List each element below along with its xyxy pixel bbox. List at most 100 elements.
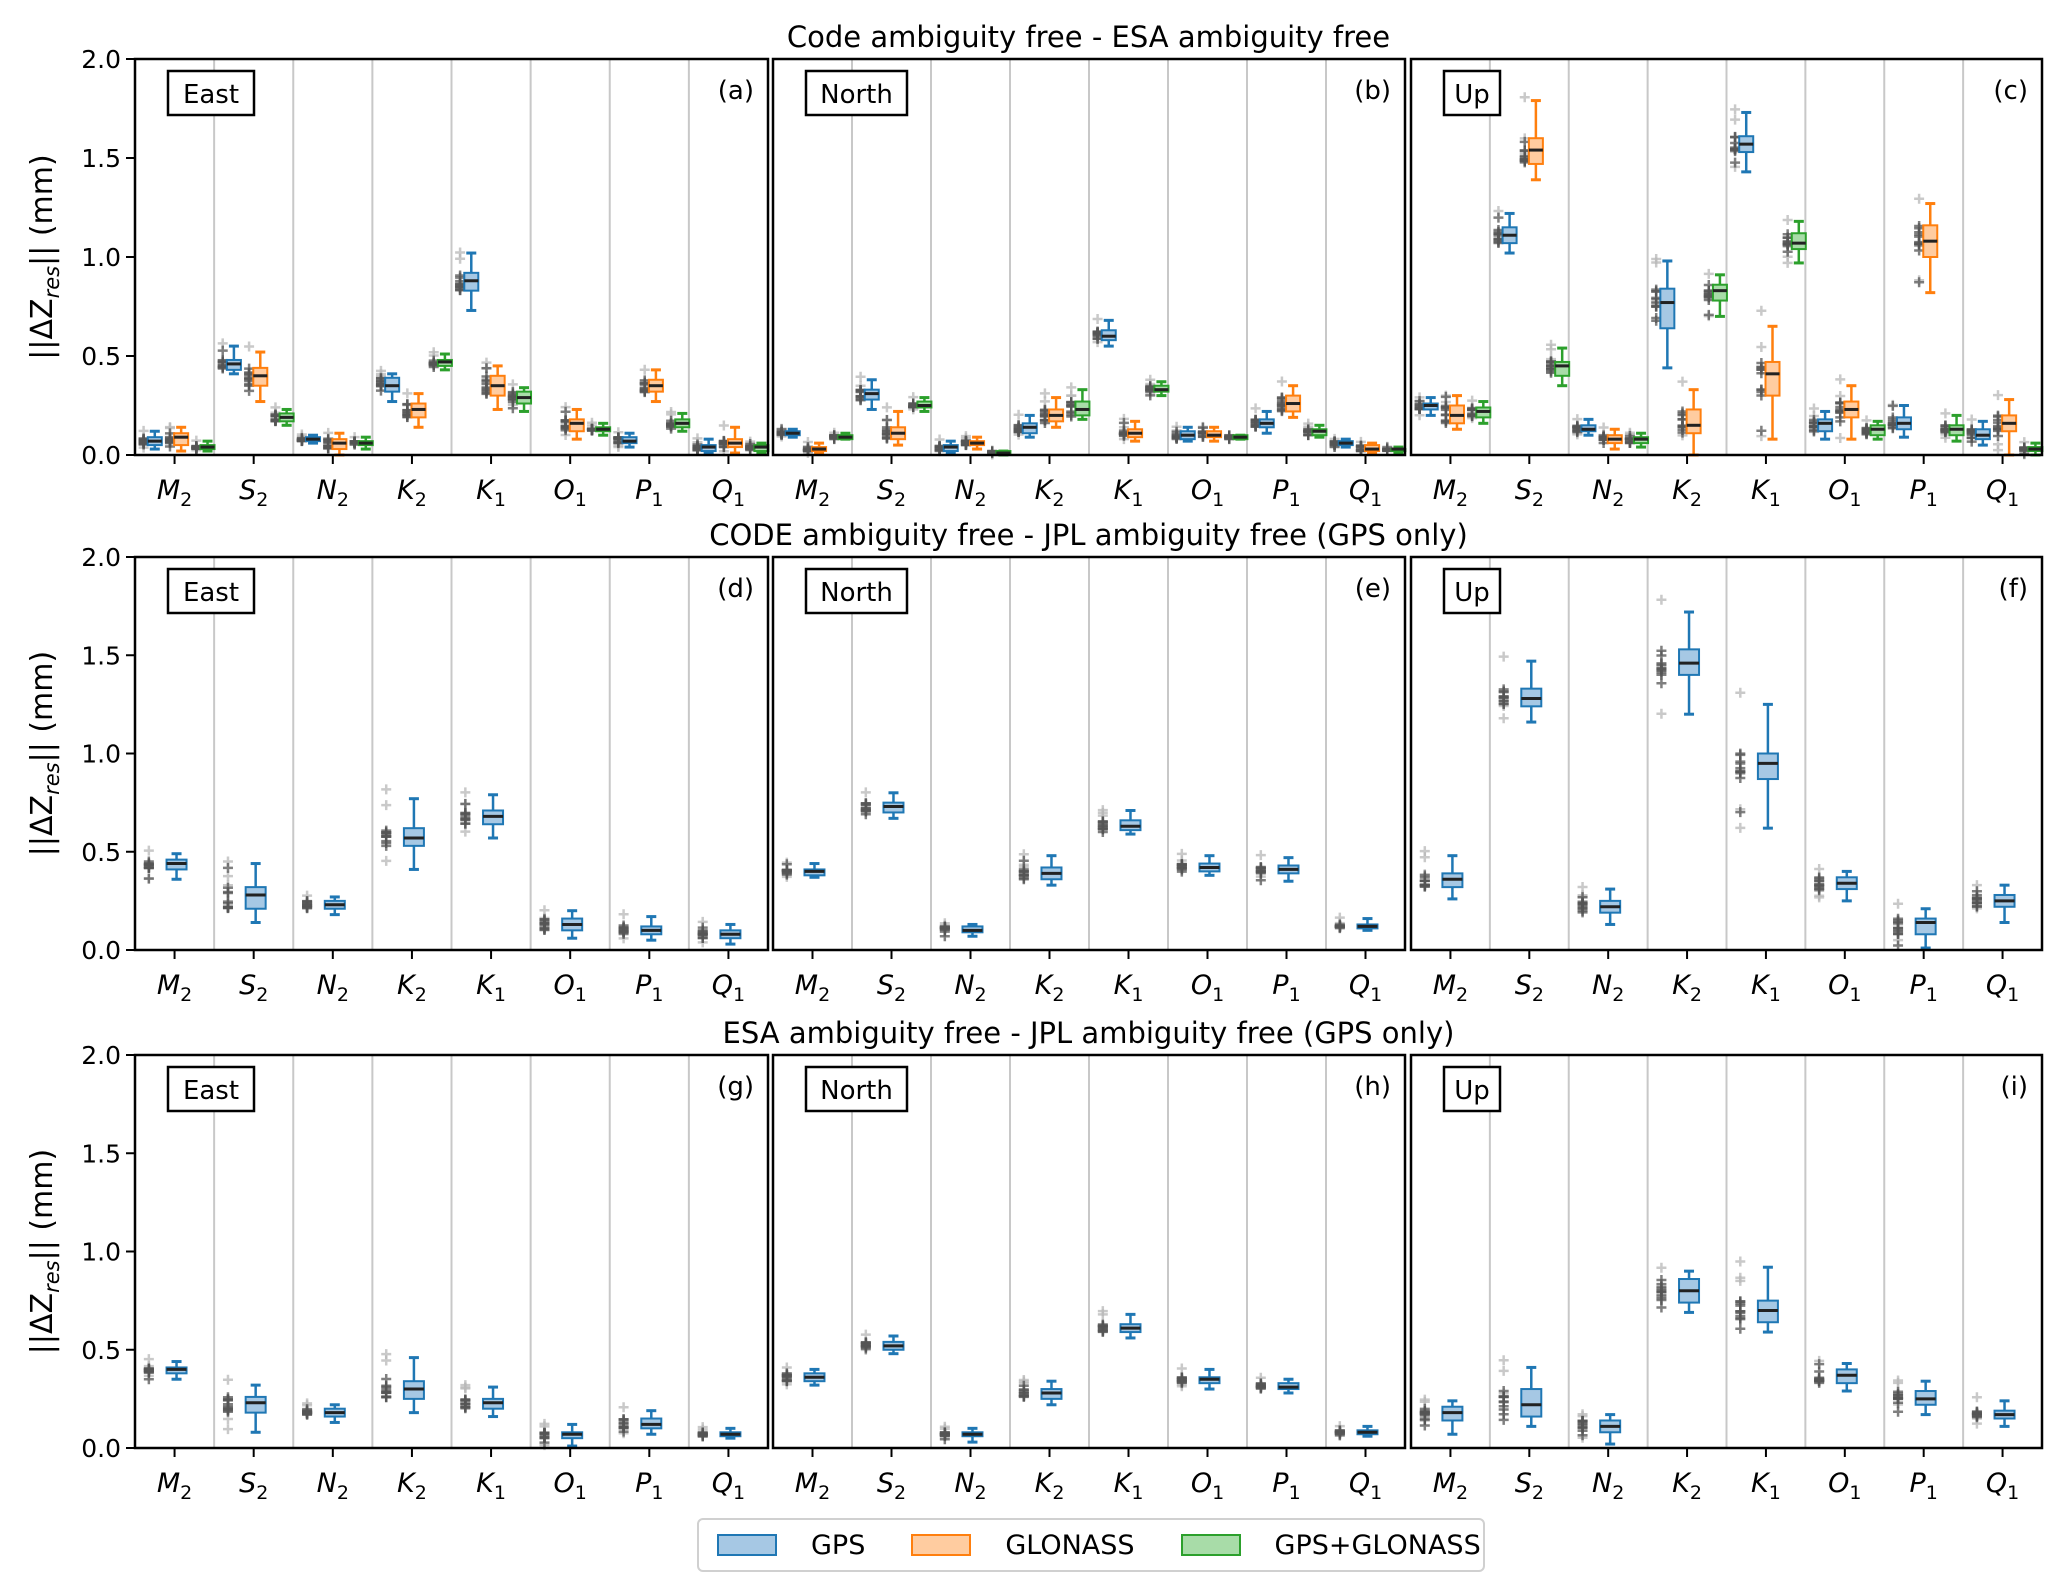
scatter-cross	[1255, 1382, 1266, 1393]
scatter-cross	[1992, 390, 2003, 401]
x-tick-label: P1	[635, 1468, 663, 1504]
x-tick-label: M2	[795, 475, 830, 511]
scatter-cross	[718, 420, 729, 431]
scatter-cross	[460, 787, 471, 798]
panel-frame	[133, 57, 770, 457]
x-tick-label: Q1	[1349, 970, 1382, 1006]
panel-d: M2 S2 N2 K2 K1 O1 P1 Q1 East (d)	[133, 555, 770, 1006]
x-tick-label-sub: 1	[1131, 984, 1143, 1006]
y-tick-label: 0.0	[81, 441, 121, 470]
x-tick-label-sub: 1	[651, 1482, 663, 1504]
x-tick-label-sub: 2	[1612, 489, 1624, 511]
x-tick-label-sub: 1	[575, 1482, 587, 1504]
x-tick-label: P1	[1272, 970, 1300, 1006]
scatter-cross	[881, 402, 892, 413]
scatter-cross	[1097, 820, 1108, 831]
scatter-cross	[560, 406, 571, 417]
x-tick-label-sub: 1	[1849, 489, 1861, 511]
scatter-cross	[460, 1402, 471, 1413]
x-tick-label-sub: 2	[1456, 984, 1468, 1006]
box-gps	[1756, 752, 1779, 781]
x-tick-label: K1	[1751, 1468, 1781, 1504]
x-tick-label-sub: 1	[575, 489, 587, 511]
component-label: North	[820, 1076, 893, 1106]
box-glonass	[1685, 408, 1702, 435]
box-gps	[1817, 418, 1834, 433]
panel-b: M2 S2 N2 K2 K1 O1 P1 Q1 North (b)	[771, 57, 1407, 511]
x-tick-label: M2	[1433, 1468, 1468, 1504]
x-tick-label: K1	[1114, 475, 1144, 511]
x-tick-label-sub: 1	[733, 984, 745, 1006]
scatter-cross	[1893, 1406, 1904, 1417]
y-tick-label: 0.0	[81, 1434, 121, 1463]
scatter-cross	[1419, 1413, 1430, 1424]
x-tick-label-sub: 1	[1212, 984, 1224, 1006]
scatter-cross	[1018, 1390, 1029, 1401]
scatter-cross	[1656, 1293, 1667, 1304]
x-tick-label-sub: 2	[975, 489, 987, 511]
scatter-cross	[1440, 391, 1451, 402]
x-tick-label-sub: 2	[1690, 984, 1702, 1006]
scatter-cross	[460, 813, 471, 824]
y-axis-label-sub: res	[40, 762, 64, 795]
scatter-cross	[1656, 1283, 1667, 1294]
box-gps-glonass	[1711, 283, 1728, 302]
x-tick-label-sub: 2	[1612, 984, 1624, 1006]
scatter-cross	[1814, 863, 1825, 874]
scatter-cross	[1493, 212, 1504, 223]
component-label: North	[820, 80, 893, 110]
scatter-cross	[1250, 403, 1261, 414]
panel-frame	[1409, 1053, 2044, 1450]
y-tick-label: 0.0	[81, 936, 121, 965]
scatter-cross	[1782, 214, 1793, 225]
scatter-cross	[1656, 594, 1667, 605]
scatter-cross	[639, 364, 650, 375]
box-gps-glonass	[1790, 232, 1807, 251]
panel-letter: (a)	[718, 76, 754, 106]
y-axis-label-tail: || (mm)	[25, 1149, 60, 1261]
scatter-cross	[1893, 1377, 1904, 1388]
x-tick-label-sub: 2	[180, 489, 192, 511]
scatter-cross	[1893, 916, 1904, 927]
scatter-cross	[1577, 896, 1588, 907]
x-tick-label: O1	[1191, 970, 1224, 1006]
scatter-cross	[402, 388, 413, 399]
scatter-cross	[1176, 1376, 1187, 1387]
x-tick-label-sub: 1	[575, 984, 587, 1006]
x-tick-label-sub: 2	[256, 1482, 268, 1504]
scatter-cross	[1498, 651, 1509, 662]
y-tick-label: 2.0	[81, 543, 121, 572]
scatter-cross	[1677, 376, 1688, 387]
panel-letter: (i)	[2000, 1072, 2028, 1102]
x-tick-label: K2	[397, 1468, 427, 1504]
x-tick-label: M2	[1433, 475, 1468, 511]
x-tick-label-sub: 2	[1052, 489, 1064, 511]
x-tick-label-sub: 2	[415, 1482, 427, 1504]
panel-letter: (e)	[1355, 574, 1391, 604]
scatter-cross	[1814, 872, 1825, 883]
scatter-cross	[1519, 92, 1530, 103]
scatter-cross	[1498, 1391, 1509, 1402]
y-tick-label: 1.5	[81, 144, 121, 173]
y-axis-label-tail: || (mm)	[25, 651, 60, 763]
x-tick-label: K1	[1114, 970, 1144, 1006]
scatter-cross	[1498, 1401, 1509, 1412]
x-tick-label-sub: 2	[975, 984, 987, 1006]
scatter-cross	[697, 925, 708, 936]
scatter-cross	[381, 837, 392, 848]
x-tick-label: K1	[1114, 1468, 1144, 1504]
x-tick-label-sub: 2	[1532, 984, 1544, 1006]
x-tick-label: S2	[1515, 475, 1544, 511]
scatter-cross	[381, 1355, 392, 1366]
scatter-cross	[1971, 1392, 1982, 1403]
component-label-box	[166, 69, 256, 117]
scatter-cross	[1651, 257, 1662, 268]
x-tick-label-sub: 1	[1289, 984, 1301, 1006]
scatter-cross	[1971, 1411, 1982, 1422]
x-tick-label: S2	[877, 1468, 906, 1504]
x-tick-label-sub: 2	[1532, 489, 1544, 511]
scatter-cross	[1546, 344, 1557, 355]
scatter-cross	[244, 341, 255, 352]
x-tick-label: M2	[795, 970, 830, 1006]
x-tick-label-sub: 2	[818, 984, 830, 1006]
